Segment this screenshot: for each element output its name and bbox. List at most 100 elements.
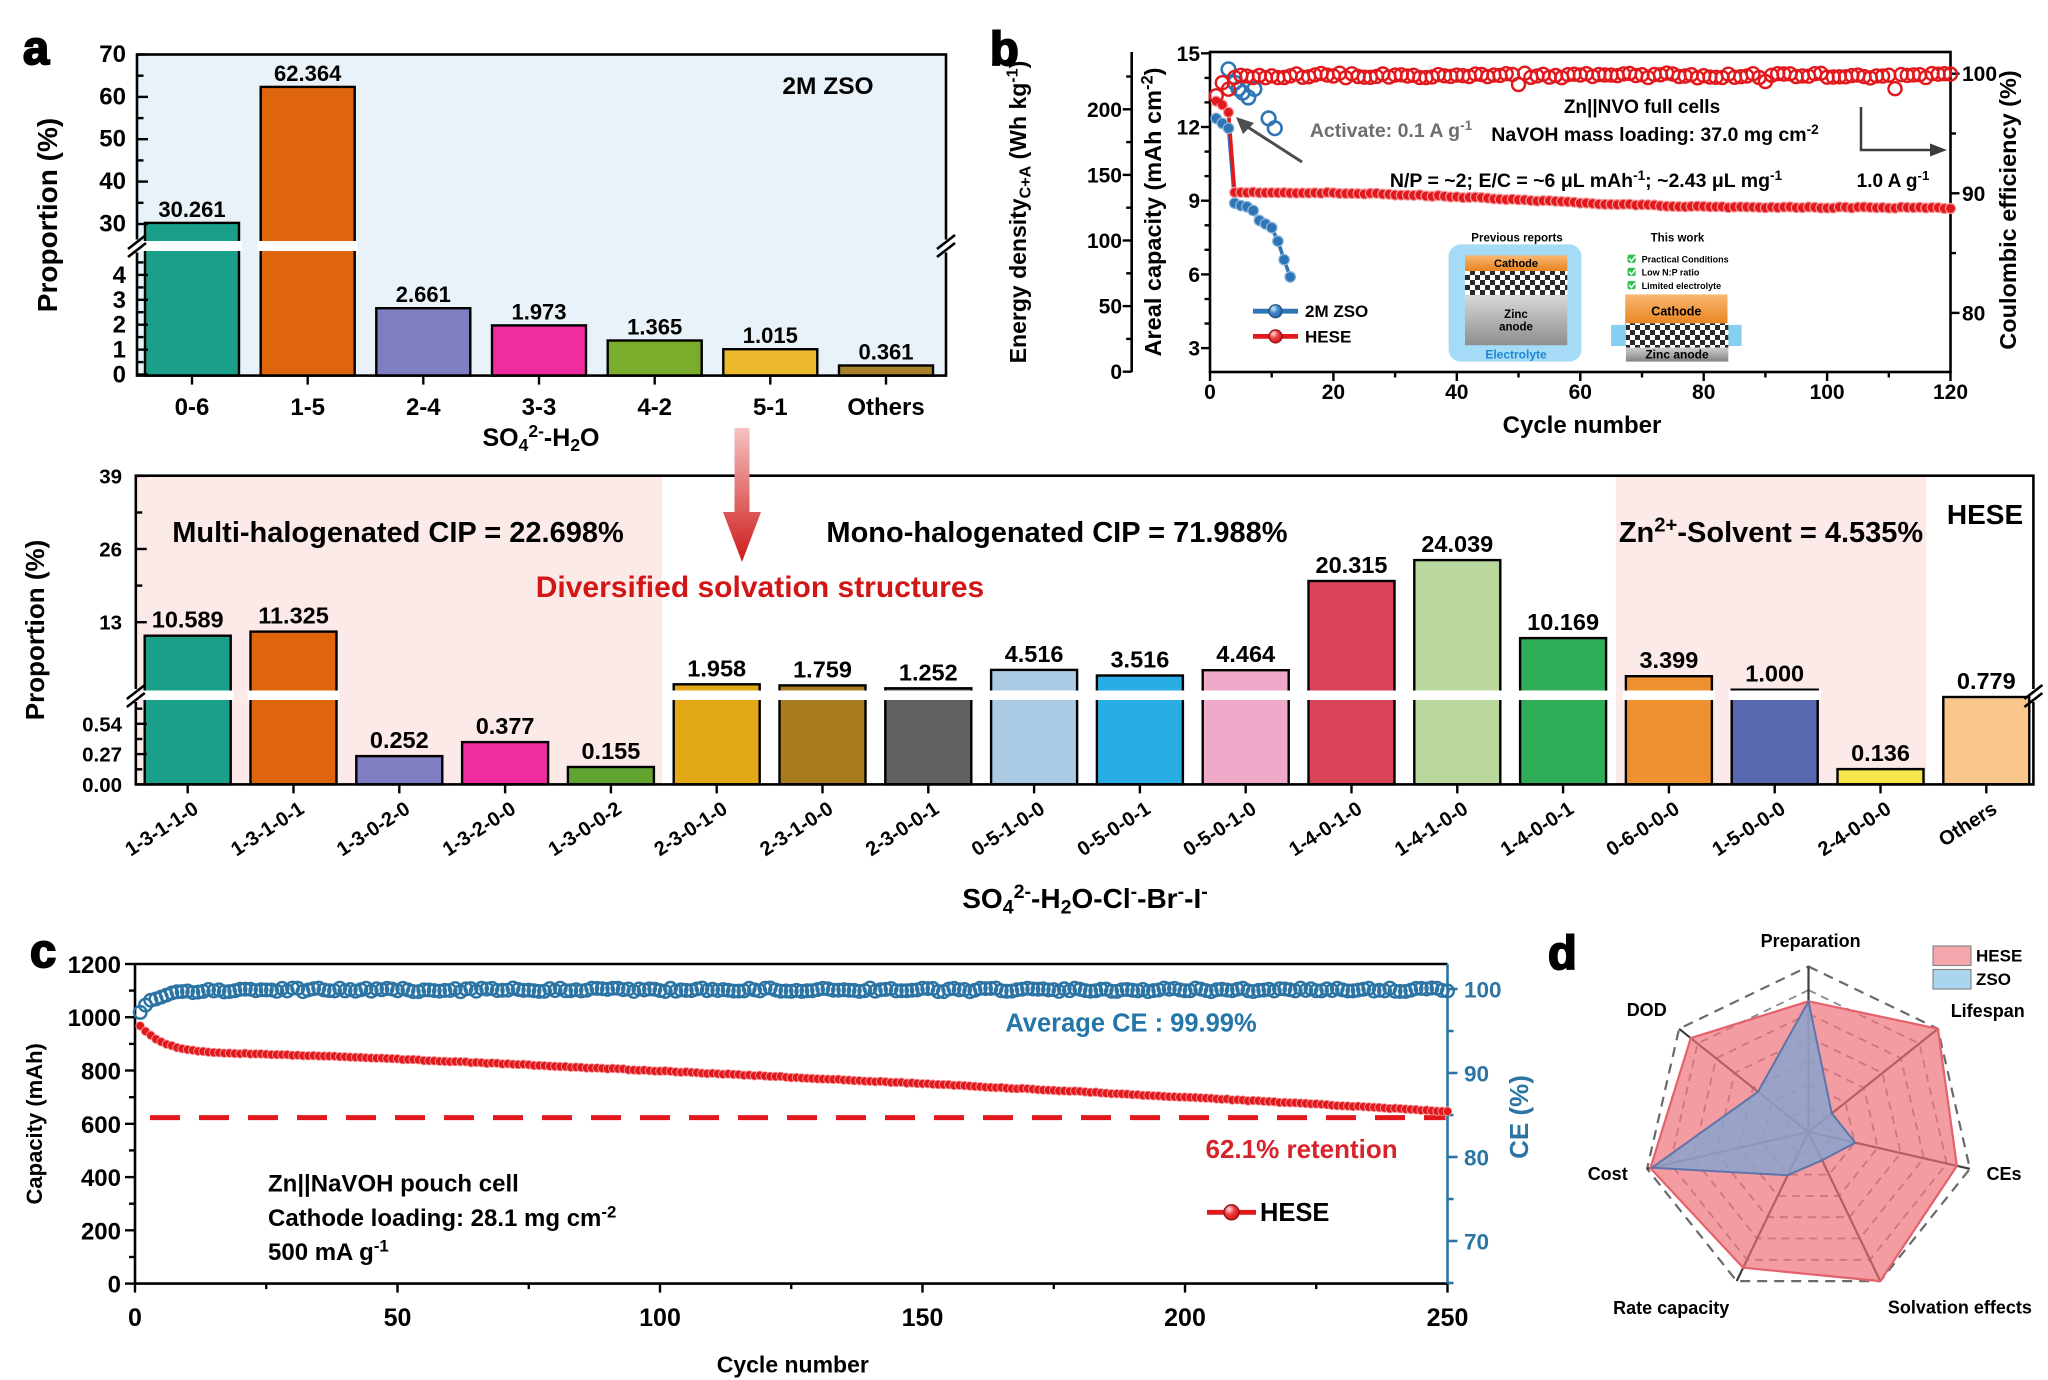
svg-text:Mono-halogenated CIP = 71.988%: Mono-halogenated CIP = 71.988% (826, 517, 1287, 549)
svg-text:3: 3 (113, 287, 126, 314)
svg-text:0: 0 (1204, 381, 1216, 404)
svg-text:26: 26 (99, 539, 122, 562)
svg-text:1-5-0-0-0: 1-5-0-0-0 (1708, 798, 1789, 861)
svg-text:200: 200 (81, 1218, 121, 1245)
svg-text:4.516: 4.516 (1005, 641, 1064, 667)
svg-text:Rate capacity: Rate capacity (1613, 1298, 1729, 1318)
svg-text:1.000: 1.000 (1745, 661, 1804, 687)
svg-text:0.252: 0.252 (370, 727, 429, 753)
svg-text:3: 3 (1188, 338, 1200, 361)
svg-text:50: 50 (99, 126, 126, 153)
svg-text:39: 39 (99, 466, 122, 489)
svg-text:24.039: 24.039 (1421, 531, 1493, 557)
svg-text:100: 100 (1464, 978, 1502, 1003)
svg-text:3.516: 3.516 (1110, 647, 1169, 673)
svg-text:0-5-0-1-0: 0-5-0-1-0 (1179, 798, 1260, 861)
svg-text:0.361: 0.361 (858, 340, 913, 365)
svg-text:2-3-0-1-0: 2-3-0-1-0 (650, 798, 731, 861)
svg-text:b: b (990, 22, 1019, 75)
svg-text:40: 40 (1445, 381, 1468, 404)
svg-text:100: 100 (1810, 381, 1845, 404)
svg-text:3.399: 3.399 (1639, 647, 1698, 673)
svg-text:2: 2 (113, 312, 126, 339)
svg-text:SO42--H2O-Cl--Br--I-: SO42--H2O-Cl--Br--I- (962, 881, 1208, 919)
svg-text:Others: Others (1935, 798, 2001, 852)
svg-text:Others: Others (847, 394, 924, 421)
svg-text:2M ZSO: 2M ZSO (1305, 302, 1368, 321)
svg-text:100: 100 (1962, 63, 1997, 86)
svg-text:1-5: 1-5 (290, 394, 325, 421)
svg-text:0.27: 0.27 (82, 744, 122, 767)
svg-text:0.136: 0.136 (1851, 740, 1910, 766)
svg-text:1.973: 1.973 (511, 299, 566, 324)
svg-text:62.364: 62.364 (274, 61, 342, 86)
svg-text:0.377: 0.377 (476, 713, 535, 739)
svg-text:1.759: 1.759 (793, 656, 852, 682)
svg-text:800: 800 (81, 1059, 121, 1086)
svg-text:100: 100 (639, 1304, 681, 1332)
svg-text:1.0 A g-1: 1.0 A g-1 (1857, 168, 1930, 192)
svg-text:5-1: 5-1 (753, 394, 788, 421)
svg-text:Zn||NaVOH pouch cell: Zn||NaVOH pouch cell (268, 1171, 519, 1198)
svg-text:1: 1 (113, 337, 126, 364)
svg-text:Areal capacity (mAh cm-2): Areal capacity (mAh cm-2) (1139, 68, 1167, 357)
svg-text:Cycle number: Cycle number (717, 1352, 869, 1378)
svg-text:80: 80 (1692, 381, 1715, 404)
svg-text:Energy densityC+A (Wh kg-1): Energy densityC+A (Wh kg-1) (1004, 61, 1035, 364)
svg-text:2-3-1-0-0: 2-3-1-0-0 (756, 798, 837, 861)
svg-text:Cathode: Cathode (1494, 258, 1538, 270)
svg-text:2-4-0-0-0: 2-4-0-0-0 (1814, 798, 1895, 861)
svg-text:0: 0 (1110, 361, 1122, 384)
svg-text:2M ZSO: 2M ZSO (782, 73, 873, 100)
svg-text:100: 100 (1087, 230, 1122, 253)
svg-text:0.00: 0.00 (82, 774, 122, 797)
svg-text:80: 80 (1464, 1146, 1489, 1171)
svg-text:120: 120 (1933, 381, 1968, 404)
svg-text:60: 60 (99, 83, 126, 110)
svg-text:70: 70 (1464, 1230, 1489, 1255)
svg-text:0: 0 (128, 1304, 142, 1332)
svg-text:1.365: 1.365 (627, 315, 682, 340)
svg-text:Zinc: Zinc (1504, 309, 1528, 321)
svg-text:500 mA g-1: 500 mA g-1 (268, 1236, 389, 1266)
svg-text:10.169: 10.169 (1527, 609, 1599, 635)
svg-text:0-6-0-0-0: 0-6-0-0-0 (1603, 798, 1684, 861)
svg-text:Low N:P ratio: Low N:P ratio (1642, 268, 1700, 278)
svg-text:Zn2+-Solvent = 4.535%: Zn2+-Solvent = 4.535% (1619, 515, 1924, 549)
svg-text:HESE: HESE (1305, 327, 1351, 346)
svg-text:4.464: 4.464 (1216, 641, 1275, 667)
svg-text:1.958: 1.958 (687, 655, 746, 681)
svg-text:90: 90 (1962, 183, 1985, 206)
svg-text:CEs: CEs (1986, 1164, 2021, 1184)
svg-text:62.1% retention: 62.1% retention (1206, 1134, 1398, 1164)
svg-text:1-4-0-1-0: 1-4-0-1-0 (1285, 798, 1366, 861)
svg-text:HESE: HESE (1947, 499, 2023, 530)
svg-text:15: 15 (1177, 43, 1201, 66)
svg-text:12: 12 (1177, 117, 1200, 140)
svg-text:50: 50 (1099, 296, 1122, 319)
svg-text:70: 70 (99, 41, 126, 68)
svg-text:11.325: 11.325 (258, 603, 329, 629)
svg-text:4: 4 (113, 262, 127, 289)
svg-text:Cycle number: Cycle number (1503, 412, 1662, 439)
svg-text:Cathode: Cathode (1651, 305, 1701, 319)
svg-text:N/P = ~2; E/C = ~6 μL mAh-1;: N/P = ~2; E/C = ~6 μL mAh-1; ~2.43 μL mg… (1390, 168, 1783, 192)
svg-text:Zinc anode: Zinc anode (1645, 348, 1709, 362)
svg-text:1-4-0-0-1: 1-4-0-0-1 (1497, 798, 1578, 861)
svg-text:0-6: 0-6 (175, 394, 210, 421)
svg-text:4-2: 4-2 (637, 394, 672, 421)
svg-text:1-3-2-0-0: 1-3-2-0-0 (439, 798, 520, 861)
svg-text:Capacity (mAh): Capacity (mAh) (22, 1043, 47, 1204)
svg-text:10.589: 10.589 (152, 607, 224, 633)
svg-text:HESE: HESE (1260, 1199, 1329, 1227)
svg-text:SO42--H2O: SO42--H2O (483, 421, 600, 455)
svg-text:0.54: 0.54 (82, 713, 122, 736)
svg-text:Previous reports: Previous reports (1471, 232, 1562, 244)
svg-text:ZSO: ZSO (1976, 970, 2011, 989)
svg-text:50: 50 (384, 1304, 412, 1332)
svg-text:1.252: 1.252 (899, 659, 958, 685)
svg-text:40: 40 (99, 168, 126, 195)
svg-text:This work: This work (1651, 232, 1705, 244)
svg-text:9: 9 (1188, 190, 1200, 213)
svg-text:3-3: 3-3 (522, 394, 557, 421)
